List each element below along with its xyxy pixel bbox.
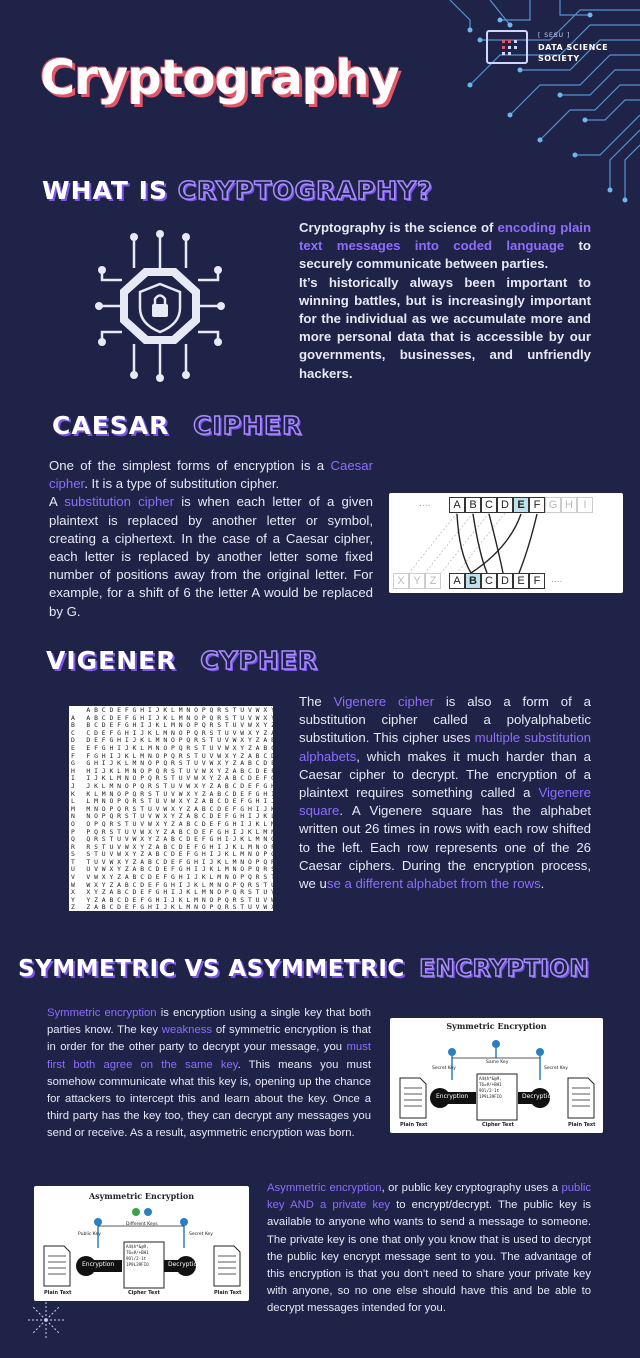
heading-white: CAESAR: [52, 411, 170, 440]
starburst-decoration: [26, 1302, 66, 1338]
asymmetric-paragraph: Asymmetric encryption, or public key cry…: [267, 1182, 592, 1315]
cipher-sample: A4$h*&@9, T6=#/+BH1 9Ol/2-1t 1P9L39FIO: [479, 1076, 502, 1099]
encryption-label: Encryption: [436, 1093, 469, 1100]
plain-text-left-label: Plain Text: [400, 1122, 428, 1128]
heading-purple: ENCRYPTION: [419, 955, 590, 983]
symmetric-diagram-title: Symmetric Encryption: [446, 1021, 547, 1031]
dss-logo-icon: [486, 30, 528, 64]
section-heading-caesar: CAESAR CIPHER: [52, 410, 303, 441]
logo-line-1: DATA SCIENCE: [538, 43, 609, 52]
symmetric-diagram: Symmetric Encryption Secret Key Same Key…: [390, 1018, 603, 1133]
section-heading-vigenere: VIGENER CYPHER: [46, 645, 319, 676]
heading-purple: CYPHER: [199, 645, 319, 676]
secret-key-right-label: Secret Key: [544, 1066, 568, 1071]
section-heading-symmetric: SYMMETRIC VS ASYMMETRIC ENCRYPTION: [18, 955, 590, 983]
encryption-label: Encryption: [82, 1261, 115, 1268]
plain-text-right-label: Plain Text: [214, 1290, 242, 1296]
caesar-bottom-cell: D: [497, 573, 513, 589]
vigenere-square: A B C D E F G H I J K L M N O P Q R S T …: [69, 706, 273, 911]
caesar-top-cell: D: [497, 497, 513, 513]
vigenere-paragraph: The Vigenere cipher is also a form of a …: [299, 694, 591, 892]
what-is-paragraph: Cryptography is the science of encoding …: [299, 219, 591, 383]
caesar-top-cell: A: [449, 497, 465, 513]
what-is-p1: Cryptography is the science of encoding …: [299, 220, 592, 272]
circuit-decoration: [449, 0, 640, 203]
caesar-ellipsis-top: ....: [419, 499, 431, 509]
plain-text-left-label: Plain Text: [44, 1290, 72, 1296]
caesar-bottom-cell: Y: [409, 573, 425, 589]
symmetric-paragraph: Symmetric encryption is encryption using…: [47, 1007, 372, 1140]
logo-small-text: [ SESU ]: [538, 32, 571, 39]
cipher-text-label: Cipher Text: [128, 1290, 160, 1296]
secret-key-label: Secret Key: [189, 1232, 213, 1237]
caesar-bottom-cell: X: [393, 573, 409, 589]
caesar-top-cell: B: [465, 497, 481, 513]
heading-purple: CRYPTOGRAPHY?: [177, 175, 433, 206]
caesar-top-cell: E: [513, 497, 529, 513]
caesar-bottom-cell: B: [465, 573, 481, 589]
heading-white: WHAT IS: [42, 176, 168, 205]
same-key-label: Same Key: [486, 1060, 509, 1065]
caesar-bottom-cell: C: [481, 573, 497, 589]
dss-logo: [ SESU ] DATA SCIENCE SOCIETY: [486, 30, 626, 66]
logo-text: DATA SCIENCE SOCIETY: [538, 42, 608, 64]
caesar-top-cell: I: [577, 497, 593, 513]
asymmetric-diagram: Asymmetric Encryption Public Key Differe…: [34, 1186, 249, 1301]
decryption-label: Decryption: [522, 1093, 555, 1100]
caesar-paragraph: One of the simplest forms of encryption …: [49, 458, 373, 619]
shield-lock-icon: [95, 230, 225, 382]
asymmetric-diagram-title: Asymmetric Encryption: [88, 1191, 195, 1201]
caesar-top-cell: H: [561, 497, 577, 513]
caesar-bottom-cell: E: [513, 573, 529, 589]
caesar-bottom-cell: A: [449, 573, 465, 589]
cipher-sample: A4$h*&@9, T6=#/+BH1 9Ol/2-1t 1P9L39FIO: [126, 1244, 149, 1267]
decryption-label: Decryption: [168, 1261, 201, 1268]
heading-white: VIGENER: [46, 646, 177, 675]
caesar-bottom-cell: F: [529, 573, 545, 589]
caesar-top-cell: C: [481, 497, 497, 513]
public-key-label: Public Key: [78, 1232, 101, 1237]
caesar-ellipsis-bottom: ....: [551, 575, 563, 585]
caesar-diagram: .... A B C D E F G H I X Y Z A B C D E F…: [389, 493, 623, 593]
what-is-p2: It’s historically always been important …: [299, 274, 591, 381]
section-heading-what-is: WHAT IS CRYPTOGRAPHY?: [42, 175, 433, 206]
caesar-top-cell: G: [545, 497, 561, 513]
plain-text-right-label: Plain Text: [568, 1122, 596, 1128]
logo-line-2: SOCIETY: [538, 54, 580, 63]
caesar-arrows: [408, 512, 538, 574]
caesar-top-cell: F: [529, 497, 545, 513]
cipher-text-label: Cipher Text: [482, 1122, 514, 1128]
different-keys-label: Different Keys: [126, 1222, 158, 1227]
heading-white: SYMMETRIC VS ASYMMETRIC: [18, 956, 405, 982]
asymmetric-diagram-art: [43, 1208, 241, 1289]
caesar-bottom-cell: Z: [425, 573, 441, 589]
symmetric-diagram-art: [399, 1040, 595, 1121]
heading-purple: CIPHER: [192, 410, 303, 441]
page-title: Cryptography: [40, 50, 400, 106]
secret-key-left-label: Secret Key: [432, 1066, 456, 1071]
